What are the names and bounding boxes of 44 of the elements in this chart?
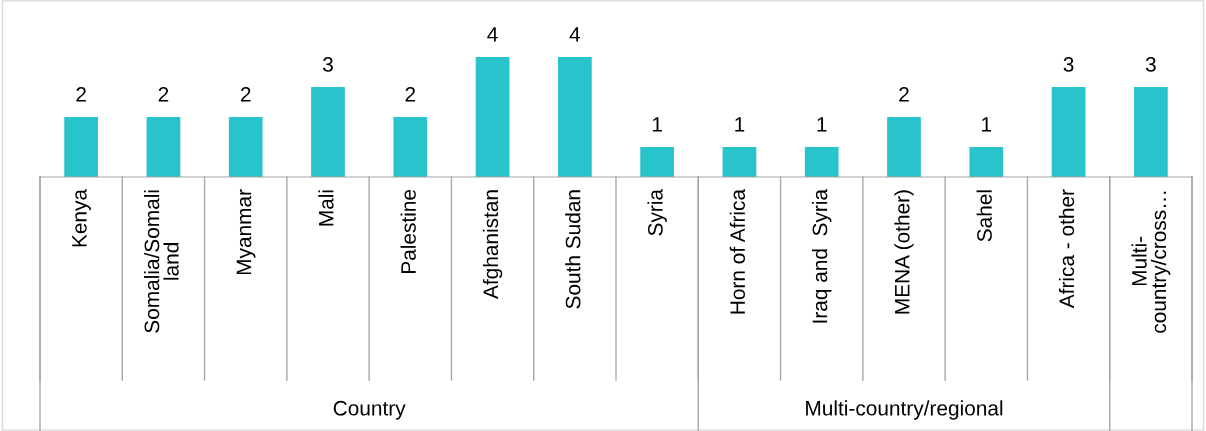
x-tick-label: Africa - other — [1058, 189, 1075, 309]
bar — [228, 117, 263, 177]
data-label: 2 — [405, 87, 416, 102]
data-label: 4 — [569, 27, 581, 42]
x-tick-label: Iraq and Syria — [812, 188, 832, 323]
bar — [804, 147, 839, 177]
bar — [1133, 87, 1168, 177]
data-label: 1 — [817, 117, 827, 132]
data-label: 1 — [735, 117, 745, 132]
data-label: 3 — [323, 57, 333, 72]
bar — [1051, 87, 1086, 177]
x-tick-label: Palestine — [400, 189, 416, 273]
bar — [969, 147, 1004, 177]
x-tick-label: Sahel — [976, 190, 992, 242]
bar — [146, 117, 181, 177]
data-label: 2 — [158, 87, 169, 102]
x-tick-label: Mali — [318, 190, 334, 226]
data-label: 2 — [76, 87, 86, 102]
data-label: 2 — [240, 87, 251, 102]
data-label: 1 — [652, 117, 662, 132]
data-label: 1 — [982, 117, 992, 132]
x-tick-label: Multi- country/cross… — [1131, 191, 1171, 333]
x-tick-label: South Sudan — [565, 190, 581, 309]
data-label: 4 — [487, 27, 498, 42]
bar — [557, 57, 592, 177]
bar — [640, 147, 675, 177]
x-tick-label: Myanmar — [236, 189, 256, 275]
x-tick-label: Horn of Africa — [729, 188, 746, 314]
bar — [64, 117, 99, 177]
data-label: 3 — [1063, 57, 1074, 72]
x-tick-label: Somalia/Somali land — [144, 190, 179, 333]
x-tick-label: MENA (other) — [894, 190, 914, 314]
data-label: 2 — [899, 87, 909, 102]
bar — [722, 147, 757, 177]
bar — [887, 117, 921, 177]
bar — [311, 87, 345, 177]
x-tick-label: Afghanistan — [482, 190, 503, 299]
text: Multi-country/regional — [806, 400, 1003, 420]
bar — [393, 117, 428, 177]
x-tick-label: Kenya — [72, 189, 91, 247]
data-label: 3 — [1145, 57, 1156, 72]
text: Country — [333, 400, 406, 420]
bar — [475, 57, 510, 177]
x-tick-label: Syria — [647, 189, 667, 236]
